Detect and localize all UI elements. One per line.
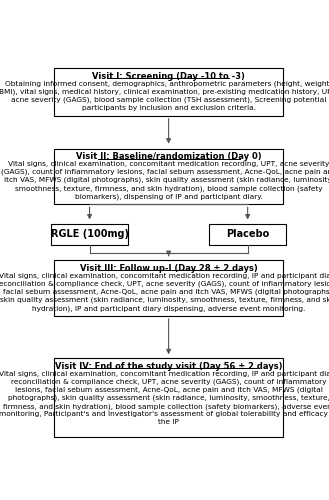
FancyBboxPatch shape [51,224,128,245]
Text: Visit I: Screening (Day -10 to -3): Visit I: Screening (Day -10 to -3) [92,72,245,80]
Text: Visit IV: End of the study visit (Day 56 ± 2 days): Visit IV: End of the study visit (Day 56… [55,362,282,371]
FancyBboxPatch shape [54,148,283,204]
FancyBboxPatch shape [210,224,286,245]
Text: RGLE (100mg): RGLE (100mg) [51,229,129,239]
FancyBboxPatch shape [54,68,283,116]
Text: Vital signs, clinical examination, concomitant medication recording, IP and part: Vital signs, clinical examination, conco… [0,272,329,312]
Text: Vital signs, clinical examination, concomitant medication recording, UPT, acne s: Vital signs, clinical examination, conco… [1,161,329,200]
Text: Visit II: Baseline/randomization (Day 0): Visit II: Baseline/randomization (Day 0) [76,152,262,162]
Text: Obtaining informed consent, demographics, anthropometric parameters (height, wei: Obtaining informed consent, demographics… [0,80,329,111]
Text: Vital signs, clinical examination, concomitant medication recording, IP and part: Vital signs, clinical examination, conco… [0,370,329,425]
FancyBboxPatch shape [54,260,283,316]
Text: Visit III: Follow up-I (Day 28 ± 2 days): Visit III: Follow up-I (Day 28 ± 2 days) [80,264,258,273]
FancyBboxPatch shape [54,358,283,438]
Text: Placebo: Placebo [226,229,269,239]
